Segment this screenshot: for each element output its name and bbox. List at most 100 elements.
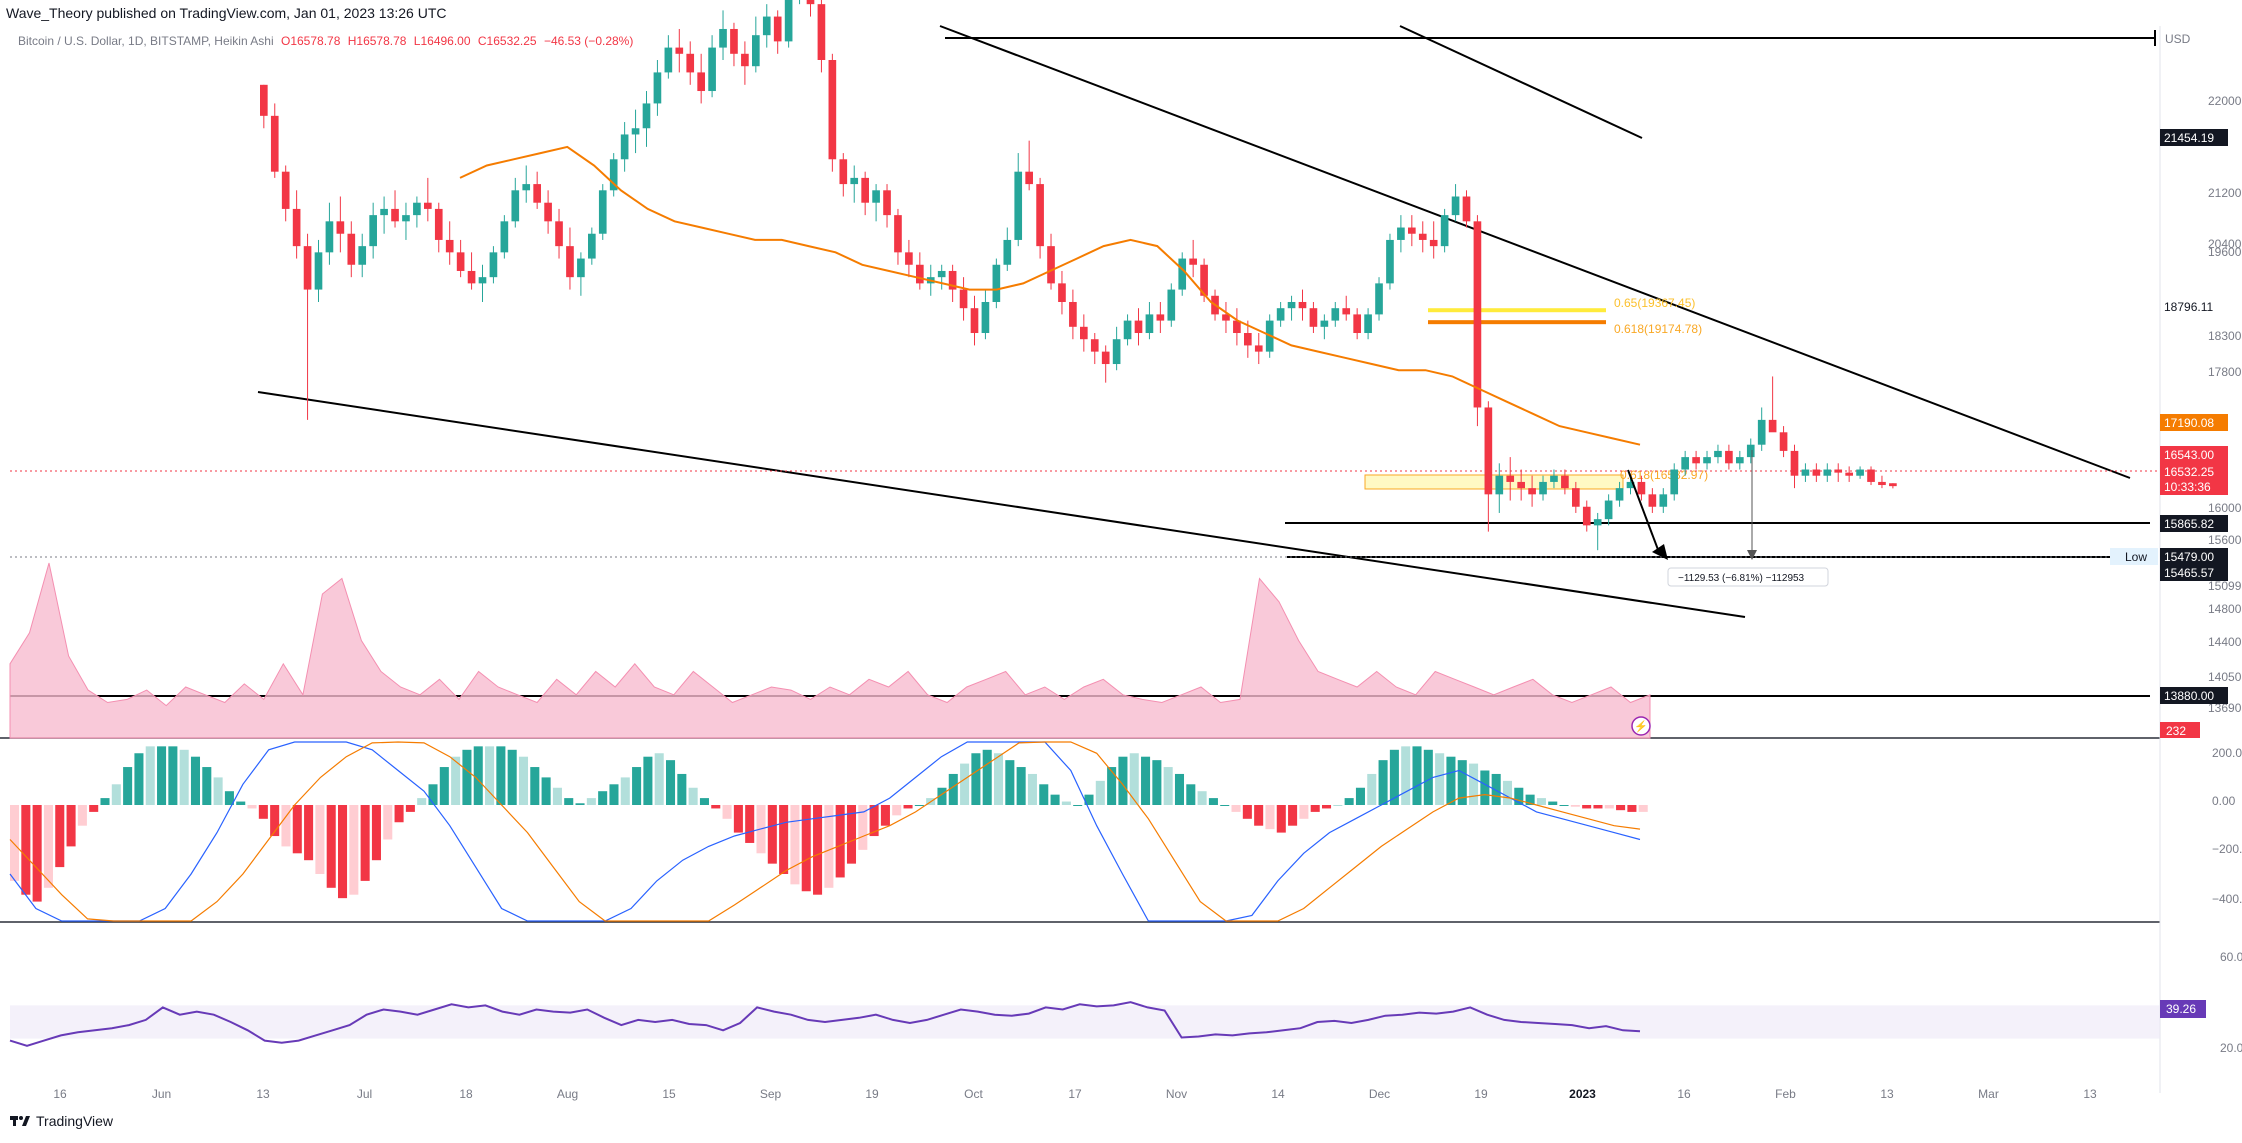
macd-histogram-bar [1604, 805, 1614, 809]
macd-histogram-bar [89, 805, 99, 812]
candle-body [1703, 457, 1711, 464]
volume-badge-label: 232 [2166, 724, 2186, 738]
macd-histogram-bar [405, 805, 415, 812]
macd-histogram-bar [869, 805, 879, 837]
macd-histogram-bar [643, 756, 653, 805]
macd-histogram-bar [835, 805, 845, 878]
macd-histogram-bar [1367, 773, 1377, 805]
macd-histogram-bar [134, 753, 144, 805]
macd-histogram-bar [654, 753, 664, 805]
x-tick-label: Sep [760, 1087, 782, 1101]
macd-histogram-bar [1107, 767, 1117, 805]
macd-histogram-bar [1491, 773, 1501, 805]
macd-histogram-bar [688, 787, 698, 805]
macd-histogram-bar [394, 805, 404, 823]
macd-histogram-bar [1559, 805, 1569, 806]
macd-histogram-bar [801, 805, 811, 892]
footer-brand: TradingView [10, 1113, 113, 1129]
candle-body [1779, 432, 1788, 451]
candle-body [1058, 283, 1066, 302]
macd-histogram-bar [258, 805, 268, 819]
macd-histogram-bar [1299, 805, 1309, 819]
macd-histogram-bar [722, 805, 732, 819]
macd-histogram-bar [903, 805, 913, 809]
macd-histogram-bar [202, 767, 212, 805]
price-badge [2160, 564, 2228, 581]
x-tick-label: 19 [865, 1087, 879, 1101]
candle-body [1681, 457, 1689, 470]
candle-body [1014, 171, 1023, 240]
candle-body [1101, 351, 1110, 365]
candle-body [883, 190, 891, 216]
low-badge-label: Low [2125, 550, 2147, 564]
macd-histogram-bar [541, 777, 551, 805]
candle-body [598, 190, 607, 234]
macd-histogram-bar [1423, 749, 1433, 805]
candle-body [577, 258, 585, 278]
macd-histogram-bar [451, 756, 461, 805]
macd-histogram-bar [1469, 763, 1479, 805]
macd-histogram-bar [383, 805, 393, 840]
macd-histogram-bar [982, 749, 992, 805]
macd-histogram-bar [586, 798, 596, 805]
candle-body [631, 128, 640, 135]
measure-label: −1129.53 (−6.81%) −112953 [1678, 573, 1805, 584]
candle-body [402, 215, 410, 222]
candle-body [948, 270, 957, 290]
projection-arrow [1627, 469, 1661, 556]
price-tick-label: 17800.00 [2208, 365, 2242, 379]
candle-body [620, 134, 629, 160]
macd-histogram-bar [1005, 760, 1015, 805]
candle-body [1167, 289, 1176, 321]
macd-histogram-bar [1333, 805, 1343, 806]
macd-histogram-bar [880, 805, 890, 826]
x-tick-label: 19 [1474, 1087, 1488, 1101]
macd-histogram-bar [462, 749, 472, 805]
fib-label: 0.618(19174.78) [1614, 322, 1702, 336]
candle-body [1550, 475, 1558, 482]
candle-body [1276, 308, 1285, 321]
macd-tick-label: −200.00 [2212, 842, 2242, 856]
candle-body [1517, 481, 1525, 489]
candle-body [303, 246, 312, 290]
price-badge-label: 15465.57 [2164, 566, 2214, 580]
x-tick-label: 13 [2083, 1087, 2097, 1101]
macd-histogram-bar [620, 777, 630, 805]
candle-body [1506, 475, 1515, 482]
macd-histogram-bar [168, 746, 178, 805]
macd-histogram-bar [417, 798, 427, 805]
legend-low: L16496.00 [413, 34, 471, 48]
macd-histogram-bar [1389, 749, 1399, 805]
candle-body [1353, 314, 1361, 334]
candle-body [708, 47, 716, 92]
fib-label: 0.65(19367.45) [1614, 296, 1695, 310]
candle-body [1134, 320, 1143, 334]
candle-body [1714, 450, 1722, 458]
macd-histogram-bar [948, 773, 958, 805]
candle-body [1397, 227, 1405, 240]
candle-body [905, 252, 913, 265]
macd-histogram-bar [371, 805, 381, 861]
candle-body [1222, 314, 1230, 321]
projection-arrowhead [1652, 544, 1668, 560]
candle-body [1047, 246, 1055, 284]
macd-histogram-bar [1141, 756, 1151, 805]
macd-histogram-bar [1401, 746, 1411, 805]
price-tick-label: 13690.00 [2208, 701, 2242, 715]
macd-histogram-bar [960, 763, 970, 805]
macd-histogram-bar [111, 784, 121, 805]
candle-body [1036, 184, 1044, 247]
candle-body [992, 264, 1001, 302]
price-badge [2160, 463, 2228, 480]
macd-histogram-bar [552, 787, 562, 805]
candle-body [1375, 283, 1383, 315]
candle-body [1233, 320, 1241, 334]
price-tick-label: 21200.00 [2208, 186, 2242, 200]
candle-body [1156, 314, 1165, 321]
candle-body [1200, 264, 1208, 296]
candle-body [1768, 419, 1777, 433]
candle-body [489, 252, 498, 278]
macd-histogram-bar [892, 805, 902, 816]
rsi-line [9, 1001, 1641, 1047]
